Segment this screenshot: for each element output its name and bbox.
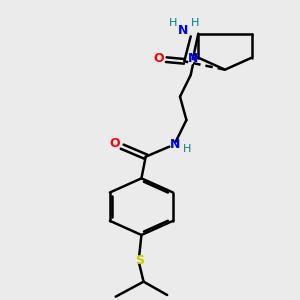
Text: O: O <box>109 137 120 151</box>
Text: H: H <box>191 18 199 28</box>
Text: S: S <box>135 254 144 266</box>
Text: N: N <box>188 52 198 65</box>
Text: N: N <box>170 139 180 152</box>
Text: H: H <box>169 18 177 28</box>
Text: H: H <box>183 144 191 154</box>
Text: N: N <box>178 24 188 37</box>
Text: O: O <box>153 52 164 65</box>
